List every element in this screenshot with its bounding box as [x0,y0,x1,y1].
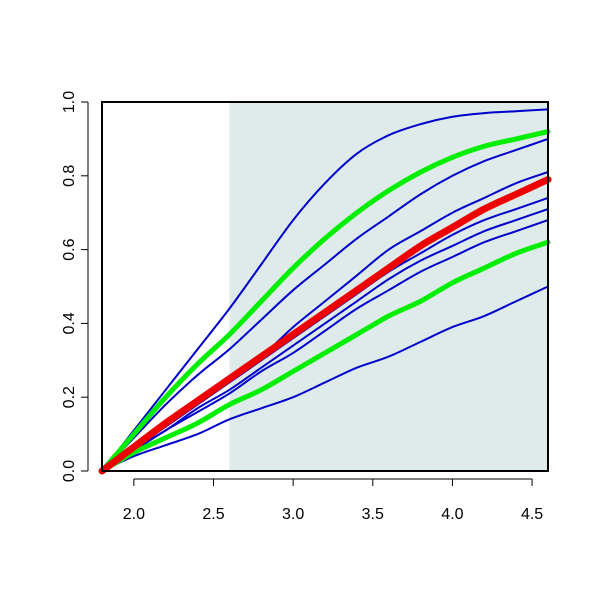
y-tick-label: 0.6 [61,238,78,260]
x-tick-label: 2.0 [123,506,145,523]
series-line-1 [101,108,549,472]
x-tick-label: 4.5 [521,506,543,523]
x-axis-ticks: 2.0 2.5 3.0 3.5 4.0 4.5 [123,478,543,523]
x-tick-label: 3.0 [282,506,304,523]
shaded-region-layer [229,102,548,471]
axes [101,101,549,472]
y-tick-label: 0.2 [61,386,78,408]
series-line-6 [101,219,549,472]
plot-frame [101,101,549,472]
series-line-2 [101,137,549,472]
y-tick-label: 0.8 [61,165,78,187]
x-tick-label: 3.5 [362,506,384,523]
series-line-8 [99,129,551,474]
x-tick-label: 4.0 [441,506,463,523]
x-tick-label: 2.5 [202,506,224,523]
series-line-9 [99,239,551,474]
y-axis-ticks: 0.0 0.2 0.4 0.6 0.8 1.0 [61,91,89,482]
y-tick-label: 0.4 [61,312,78,334]
shaded-region [229,102,548,471]
y-tick-label: 1.0 [61,91,78,113]
y-tick-label: 0.0 [61,460,78,482]
series-line-10 [98,175,552,475]
series-lines [98,108,552,475]
series-line-7 [101,285,549,472]
